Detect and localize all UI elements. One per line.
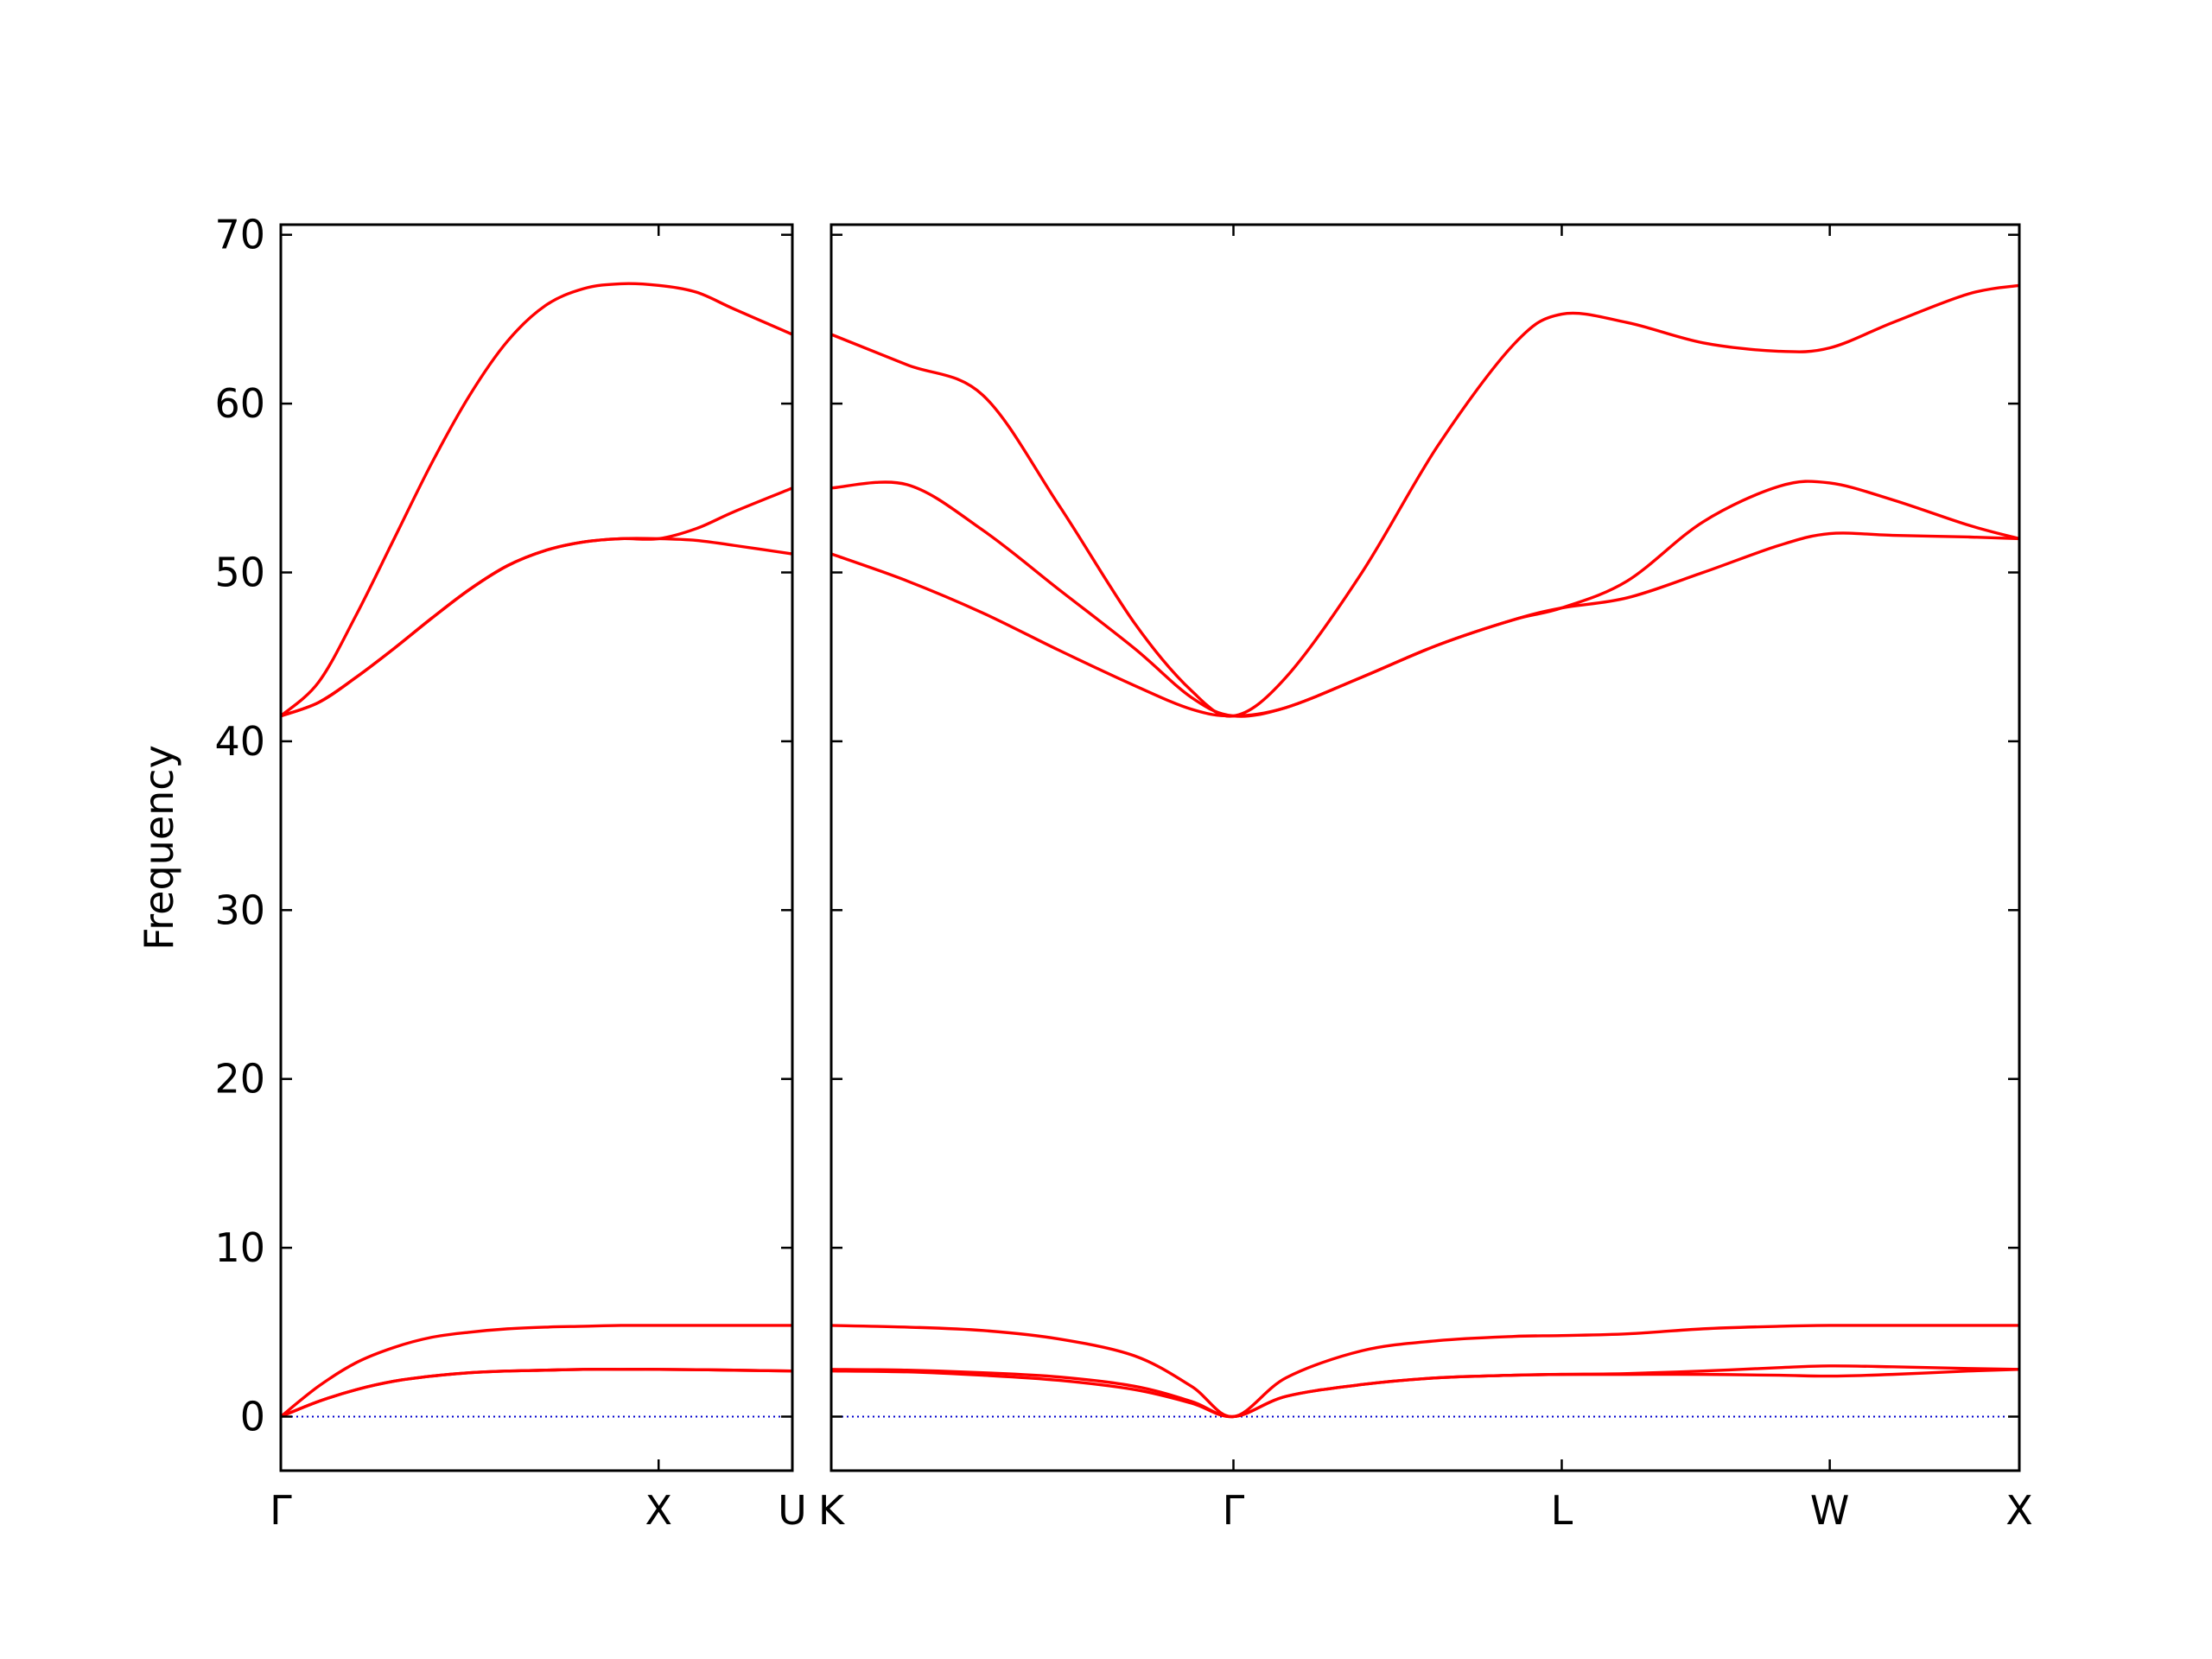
band-line — [279, 282, 793, 717]
band-line — [830, 480, 2020, 718]
y-tick-label: 30 — [214, 887, 265, 933]
band-line — [830, 283, 2020, 718]
x-tick-label: X — [2005, 1487, 2033, 1534]
band-line — [830, 1324, 2019, 1419]
y-tick-label: 50 — [214, 550, 265, 596]
y-axis-label: Frequency — [136, 745, 182, 950]
y-tick-label: 70 — [214, 212, 265, 258]
y-tick-label: 0 — [240, 1393, 265, 1440]
x-tick-label: Γ — [270, 1487, 292, 1534]
x-tick-label: X — [645, 1487, 672, 1534]
band-line — [280, 1367, 793, 1419]
band-line — [280, 1367, 793, 1419]
band-line — [830, 1364, 2020, 1419]
band-line — [280, 537, 793, 718]
plot-frame — [279, 223, 794, 1472]
y-tick-label: 20 — [214, 1056, 265, 1103]
plot-frame — [830, 223, 2021, 1472]
y-tick-label: 40 — [214, 718, 265, 765]
band-line — [280, 486, 793, 718]
x-tick-label: W — [1810, 1487, 1849, 1534]
y-tick-label: 10 — [214, 1224, 265, 1271]
band-line — [830, 1368, 2020, 1419]
x-tick-label: L — [1551, 1487, 1573, 1534]
band-line — [279, 1324, 792, 1418]
x-tick-label: K — [818, 1487, 846, 1534]
x-tick-label: Γ — [1223, 1487, 1245, 1534]
y-tick-label: 60 — [214, 380, 265, 427]
x-tick-label: U — [778, 1487, 807, 1534]
band-line — [830, 531, 2020, 718]
